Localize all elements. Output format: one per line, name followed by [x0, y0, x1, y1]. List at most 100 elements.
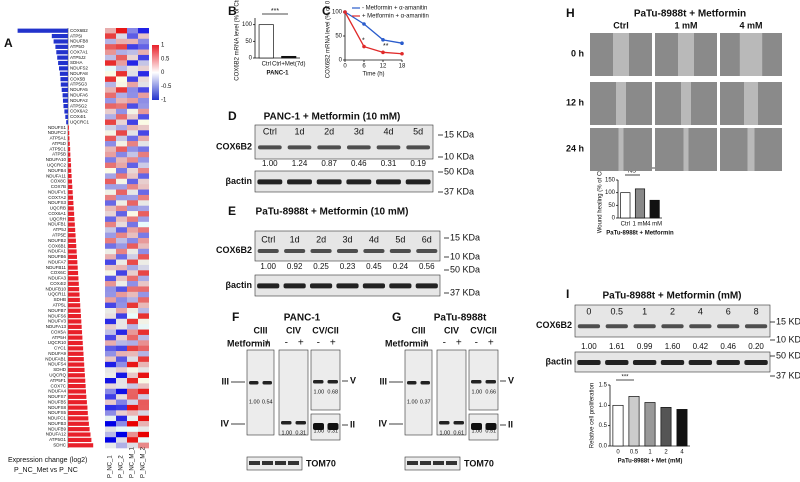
blot-title: PANC-1 [284, 313, 321, 324]
kda-label: 50 KDa [776, 350, 800, 360]
band [453, 421, 464, 425]
gene-label: COX7B [51, 184, 66, 189]
heatmap-cell [105, 38, 116, 45]
bar [68, 152, 71, 157]
bar [68, 227, 76, 233]
annotation: NS [628, 169, 636, 175]
band [317, 145, 342, 150]
heatmap-cell [116, 297, 127, 303]
heatmap-cell [105, 394, 116, 400]
heatmap-cell [116, 308, 127, 314]
heatmap-cell [116, 168, 127, 174]
heatmap-cell [116, 302, 127, 309]
y-tick-label: 100 [605, 190, 616, 196]
gene-label: NDUFA7 [48, 259, 66, 264]
bar [68, 357, 84, 362]
heatmap-cell [116, 356, 127, 363]
bar [68, 211, 75, 216]
protein-label: COX6B2 [216, 141, 252, 151]
gene-label: NDUFB1 [48, 222, 66, 227]
bar [58, 60, 68, 66]
heatmap-cell [138, 65, 149, 72]
heatmap-cell [127, 28, 138, 34]
panel-letter: F [232, 310, 239, 324]
gene-label: UQCRH [50, 216, 67, 221]
marker [381, 38, 385, 42]
gene-label: SDHC [53, 442, 67, 447]
heatmap-cell [116, 60, 127, 66]
row-label: 12 h [566, 97, 584, 107]
heatmap-cell [127, 189, 138, 196]
bar [68, 405, 88, 410]
gene-label: NDUFA6 [70, 92, 88, 97]
heatmap-cell [138, 361, 149, 368]
band [281, 421, 292, 425]
heatmap-cell [127, 216, 138, 223]
bar [612, 404, 624, 447]
blot-image [254, 170, 434, 193]
gene-label: COX6C [50, 270, 66, 275]
heatmap-cell [127, 114, 138, 120]
quant-label: 0.20 [748, 342, 764, 351]
lane-label: 1d [294, 126, 304, 136]
heatmap-cell [105, 248, 116, 255]
heatmap-cell [127, 415, 138, 422]
heatmap-cell [105, 378, 116, 384]
heatmap-cell [105, 404, 116, 411]
heatmap-cell [105, 76, 116, 83]
heatmap-cell [105, 437, 116, 443]
gene-label: ATP5G2 [70, 103, 87, 108]
heatmap-cell [127, 286, 138, 293]
quant-label: 0.66 [485, 389, 496, 395]
gene-label: COX6A1 [48, 211, 66, 216]
bar [57, 55, 68, 60]
heatmap-cell [116, 124, 127, 131]
blot-image [404, 349, 433, 436]
quant-label: 1.00 [471, 428, 482, 434]
bar [68, 313, 81, 319]
heatmap-cell [127, 81, 138, 88]
x-tick-label: 0.5 [630, 450, 639, 456]
x-axis-label: PaTu-8988t + Met (mM) [618, 459, 683, 465]
y-tick-label: 0 [249, 56, 253, 62]
heatmap-cell [138, 238, 149, 244]
bar [68, 308, 81, 313]
heatmap-cell [116, 431, 127, 438]
heatmap-cell [127, 431, 138, 438]
band [660, 360, 685, 365]
heatmap-cell [127, 108, 138, 115]
heatmap-cell [105, 334, 116, 341]
heatmap-cell [116, 103, 127, 110]
bar [281, 55, 297, 59]
lane-label: 8 [754, 306, 759, 316]
bar [68, 378, 86, 383]
heatmap-cell [116, 146, 127, 153]
heatmap-cell [105, 92, 116, 99]
heatmap-cell [116, 394, 127, 400]
heatmap-cell [127, 33, 138, 40]
heatmap-cell [138, 232, 149, 239]
gene-label: CYC1 [54, 346, 67, 351]
bar [68, 416, 89, 421]
bar [62, 98, 68, 103]
quant-label: 0.25 [313, 262, 329, 271]
wound-gap [747, 128, 755, 171]
heatmap-cell [127, 151, 138, 158]
arrow-label: IV [220, 418, 229, 428]
band [716, 360, 740, 365]
x-axis-label: Time (h) [362, 72, 384, 78]
heatmap-cell [127, 329, 138, 336]
y-axis-label: COX6B2 mRNA level (% of Ctrl) [235, 0, 241, 81]
line [344, 11, 403, 44]
heatmap-cell [105, 259, 116, 266]
heatmap-cell [138, 291, 149, 298]
wound-gap [616, 82, 626, 125]
heatmap-cell [105, 351, 116, 357]
bar [660, 407, 672, 447]
x-tick-label: 0 [616, 450, 620, 456]
y-tick-label: 50 [245, 39, 252, 45]
bar [68, 400, 87, 405]
wound-gap [681, 82, 691, 125]
heatmap-cell [138, 442, 149, 449]
band [420, 461, 431, 465]
